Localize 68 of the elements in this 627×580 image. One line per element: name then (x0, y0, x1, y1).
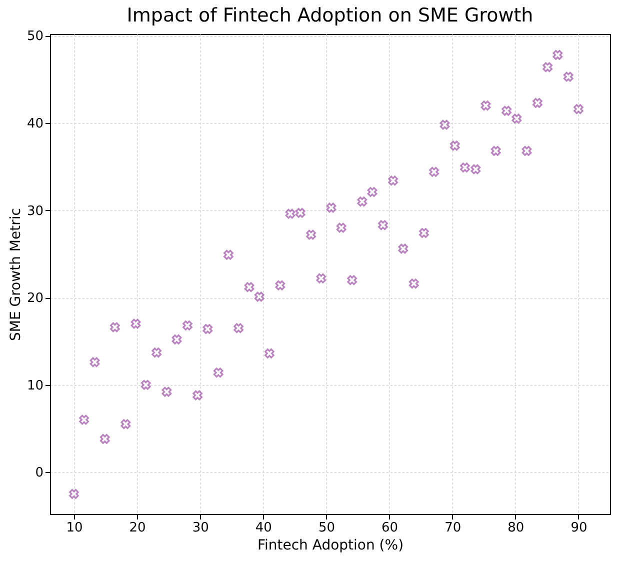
point (470, 164, 481, 174)
y-axis-title: SME Growth Metric (8, 208, 24, 341)
x-tick-label: 90 (570, 520, 588, 536)
point (429, 166, 439, 177)
point (398, 244, 408, 254)
y-tick-label: 20 (26, 291, 44, 306)
point (224, 250, 234, 260)
point (182, 320, 192, 330)
point (130, 318, 141, 329)
point (378, 220, 388, 230)
x-tick-label: 60 (382, 520, 398, 536)
point (90, 357, 100, 368)
point (522, 146, 532, 156)
y-tick-label: 40 (26, 116, 44, 132)
point (244, 282, 254, 292)
point (120, 419, 131, 430)
point (254, 292, 264, 302)
chart-title: Impact of Fintech Adoption on SME Growth (126, 4, 534, 27)
point (285, 208, 296, 219)
x-tick-label: 40 (255, 520, 272, 536)
y-tick-label: 10 (26, 378, 44, 394)
x-tick-label: 30 (192, 520, 209, 536)
point (264, 348, 274, 358)
point (460, 162, 470, 172)
x-tick-label: 10 (66, 520, 83, 536)
point (480, 100, 491, 111)
point (306, 230, 316, 240)
point (275, 280, 286, 290)
point (388, 176, 398, 186)
point (542, 62, 553, 72)
point (162, 386, 172, 397)
point (440, 120, 450, 130)
point (110, 322, 120, 332)
point (295, 208, 306, 218)
x-tick-label: 70 (444, 520, 462, 536)
point (140, 380, 151, 390)
point (336, 222, 346, 233)
point (79, 414, 89, 425)
point (152, 348, 162, 358)
point (450, 140, 460, 151)
point (408, 278, 419, 289)
x-tick-label: 20 (129, 520, 146, 536)
point (192, 390, 203, 400)
point (512, 114, 522, 124)
point (347, 275, 358, 286)
point (69, 488, 79, 499)
point (490, 146, 501, 156)
point (316, 273, 326, 284)
point (234, 323, 244, 334)
point (100, 434, 110, 444)
point (532, 98, 542, 108)
point (213, 368, 224, 378)
point (563, 72, 574, 82)
x-axis-title: Fintech Adoption (%) (257, 538, 404, 554)
point (367, 187, 378, 197)
point (552, 50, 563, 60)
y-tick-label: 50 (26, 29, 44, 44)
point (172, 334, 182, 344)
point (326, 202, 336, 213)
x-tick-label: 80 (508, 520, 524, 536)
point (357, 196, 368, 207)
y-tick-label: 0 (35, 466, 44, 481)
x-tick-label: 50 (318, 520, 335, 536)
point (419, 228, 429, 238)
point (502, 106, 512, 116)
y-tick-label: 30 (26, 204, 44, 219)
point (574, 104, 584, 114)
point (202, 324, 213, 334)
